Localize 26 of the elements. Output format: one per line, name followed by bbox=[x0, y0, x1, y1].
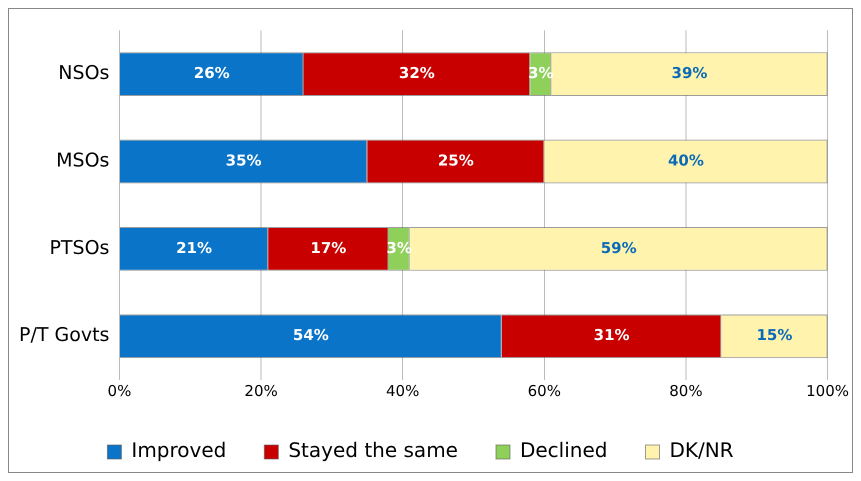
y-tick-label: P/T Govts bbox=[18, 324, 110, 346]
x-tick-label: 80% bbox=[669, 382, 703, 400]
data-label: 40% bbox=[668, 151, 704, 170]
x-tick-label: 100% bbox=[806, 382, 850, 400]
y-tick-label: NSOs bbox=[58, 62, 110, 84]
data-label: 35% bbox=[226, 151, 262, 170]
data-label: 54% bbox=[292, 326, 329, 344]
y-tick-label: MSOs bbox=[56, 149, 110, 172]
legend-label: Improved bbox=[131, 438, 226, 462]
x-tick-label: 0% bbox=[108, 382, 132, 400]
data-label: 21% bbox=[176, 238, 212, 257]
x-tick-label: 40% bbox=[386, 382, 420, 400]
data-label: 26% bbox=[194, 64, 230, 82]
legend-label: Stayed the same bbox=[288, 438, 458, 462]
data-label: 39% bbox=[672, 64, 708, 82]
x-tick-label: 60% bbox=[528, 382, 561, 400]
y-tick-label: PTSOs bbox=[49, 236, 110, 259]
data-label: 32% bbox=[398, 64, 435, 82]
data-label: 59% bbox=[600, 238, 637, 257]
data-label: 15% bbox=[756, 326, 792, 344]
legend-label: Declined bbox=[520, 438, 608, 462]
legend-label: DK/NR bbox=[669, 438, 734, 462]
data-label: 31% bbox=[594, 326, 630, 344]
data-label: 25% bbox=[438, 151, 474, 170]
data-label: 17% bbox=[310, 238, 346, 257]
x-tick-label: 20% bbox=[244, 382, 278, 400]
